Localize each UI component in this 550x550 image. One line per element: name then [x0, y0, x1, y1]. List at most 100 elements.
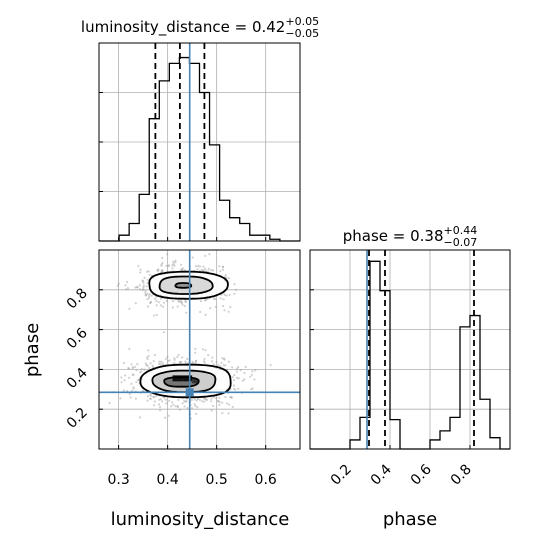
joint-sample-point — [219, 365, 222, 368]
joint-sample-point — [194, 404, 197, 408]
joint-sample-point — [152, 395, 155, 398]
joint-sample-point — [159, 398, 162, 401]
joint-sample-point — [132, 386, 135, 389]
joint-sample-point — [224, 274, 227, 277]
joint-sample-point — [210, 400, 213, 403]
joint-sample-point — [172, 403, 175, 406]
joint-sample-point — [173, 357, 176, 360]
joint-sample-point — [226, 402, 229, 405]
joint-sample-point — [155, 304, 158, 307]
joint-sample-point — [139, 288, 142, 291]
joint-sample-point — [131, 367, 134, 370]
joint-sample-point — [142, 281, 145, 284]
joint-sample-point — [207, 267, 210, 271]
joint-sample-point — [217, 399, 220, 403]
joint-ytick-label-1: 0.4 — [64, 365, 91, 392]
joint-sample-point — [204, 313, 207, 316]
joint-sample-point — [145, 270, 149, 273]
joint-sample-point — [153, 353, 156, 357]
joint-sample-point — [136, 286, 139, 289]
joint-sample-point — [231, 405, 234, 408]
joint-sample-point — [144, 292, 147, 295]
joint-sample-point — [222, 268, 225, 271]
joint-sample-point — [172, 260, 175, 264]
joint-sample-point — [233, 379, 236, 382]
joint-sample-point — [129, 396, 132, 399]
joint-sample-point — [167, 265, 170, 268]
joint-sample-point — [228, 294, 231, 297]
ylabel-phase: phase — [22, 323, 43, 377]
joint-sample-point — [173, 264, 176, 267]
title-ph-minus: −0.07 — [444, 236, 478, 249]
joint-sample-point — [193, 403, 196, 406]
joint-sample-point — [202, 397, 205, 400]
joint-sample-point — [146, 282, 149, 285]
joint-sample-point — [171, 264, 174, 267]
joint-sample-point — [181, 303, 184, 306]
joint-dense-cell-2 — [192, 378, 199, 384]
joint-sample-point — [163, 396, 166, 399]
joint-sample-point — [128, 392, 131, 396]
joint-sample-point — [223, 358, 226, 361]
joint-sample-point — [155, 313, 158, 316]
joint-sample-point — [174, 261, 177, 264]
joint-sample-point — [158, 362, 161, 365]
joint-contour-0 — [174, 282, 193, 289]
joint-sample-point — [231, 366, 234, 369]
title-ph-prefix: phase = — [343, 227, 410, 245]
joint-sample-point — [152, 360, 155, 363]
joint-sample-point — [249, 375, 252, 378]
joint-sample-point — [212, 269, 215, 272]
joint-sample-point — [179, 408, 182, 411]
title-ld-plus: +0.05 — [285, 15, 319, 28]
joint-sample-point — [142, 280, 145, 283]
joint-sample-point — [162, 305, 165, 308]
joint-sample-point — [191, 256, 194, 259]
joint-sample-point — [204, 398, 207, 401]
joint-sample-point — [141, 279, 144, 282]
joint-sample-point — [203, 361, 206, 364]
joint-sample-point — [140, 370, 143, 373]
joint-sample-point — [227, 360, 231, 363]
joint-sample-point — [165, 402, 168, 405]
joint-sample-point — [201, 348, 204, 351]
joint-sample-point — [147, 354, 150, 358]
joint-sample-point — [184, 300, 188, 303]
joint-sample-point — [122, 389, 125, 392]
joint-sample-point — [153, 404, 156, 407]
joint-sample-point — [139, 371, 142, 374]
joint-sample-point — [210, 397, 213, 400]
joint-sample-point — [135, 369, 138, 372]
joint-sample-point — [184, 300, 187, 303]
joint-sample-point — [119, 397, 122, 400]
joint-sample-point — [196, 397, 200, 401]
joint-sample-point — [146, 292, 149, 296]
joint-sample-point — [162, 301, 166, 304]
joint-sample-point — [196, 268, 199, 271]
joint-sample-point — [218, 265, 221, 268]
joint-sample-point — [216, 399, 219, 403]
joint-sample-point — [151, 231, 153, 233]
joint-sample-point — [235, 370, 238, 373]
joint-sample-point — [128, 307, 131, 310]
joint-sample-point — [251, 387, 254, 390]
title-ph-median: 0.38 — [410, 227, 443, 245]
joint-sample-point — [131, 373, 134, 376]
joint-sample-point — [138, 284, 141, 287]
joint-sample-point — [239, 369, 242, 372]
joint-sample-point — [215, 360, 218, 364]
joint-sample-point — [180, 360, 183, 363]
joint-sample-point — [233, 387, 236, 390]
joint-sample-point — [128, 347, 131, 351]
joint-sample-point — [176, 355, 179, 359]
joint-sample-point — [222, 304, 225, 308]
joint-sample-point — [204, 299, 207, 302]
joint-sample-point — [191, 360, 194, 363]
joint-sample-point — [158, 405, 162, 409]
joint-sample-point — [161, 400, 164, 403]
joint-sample-point — [147, 305, 150, 308]
joint-sample-point — [159, 363, 162, 366]
joint-sample-point — [165, 264, 168, 267]
joint-sample-point — [201, 400, 204, 403]
